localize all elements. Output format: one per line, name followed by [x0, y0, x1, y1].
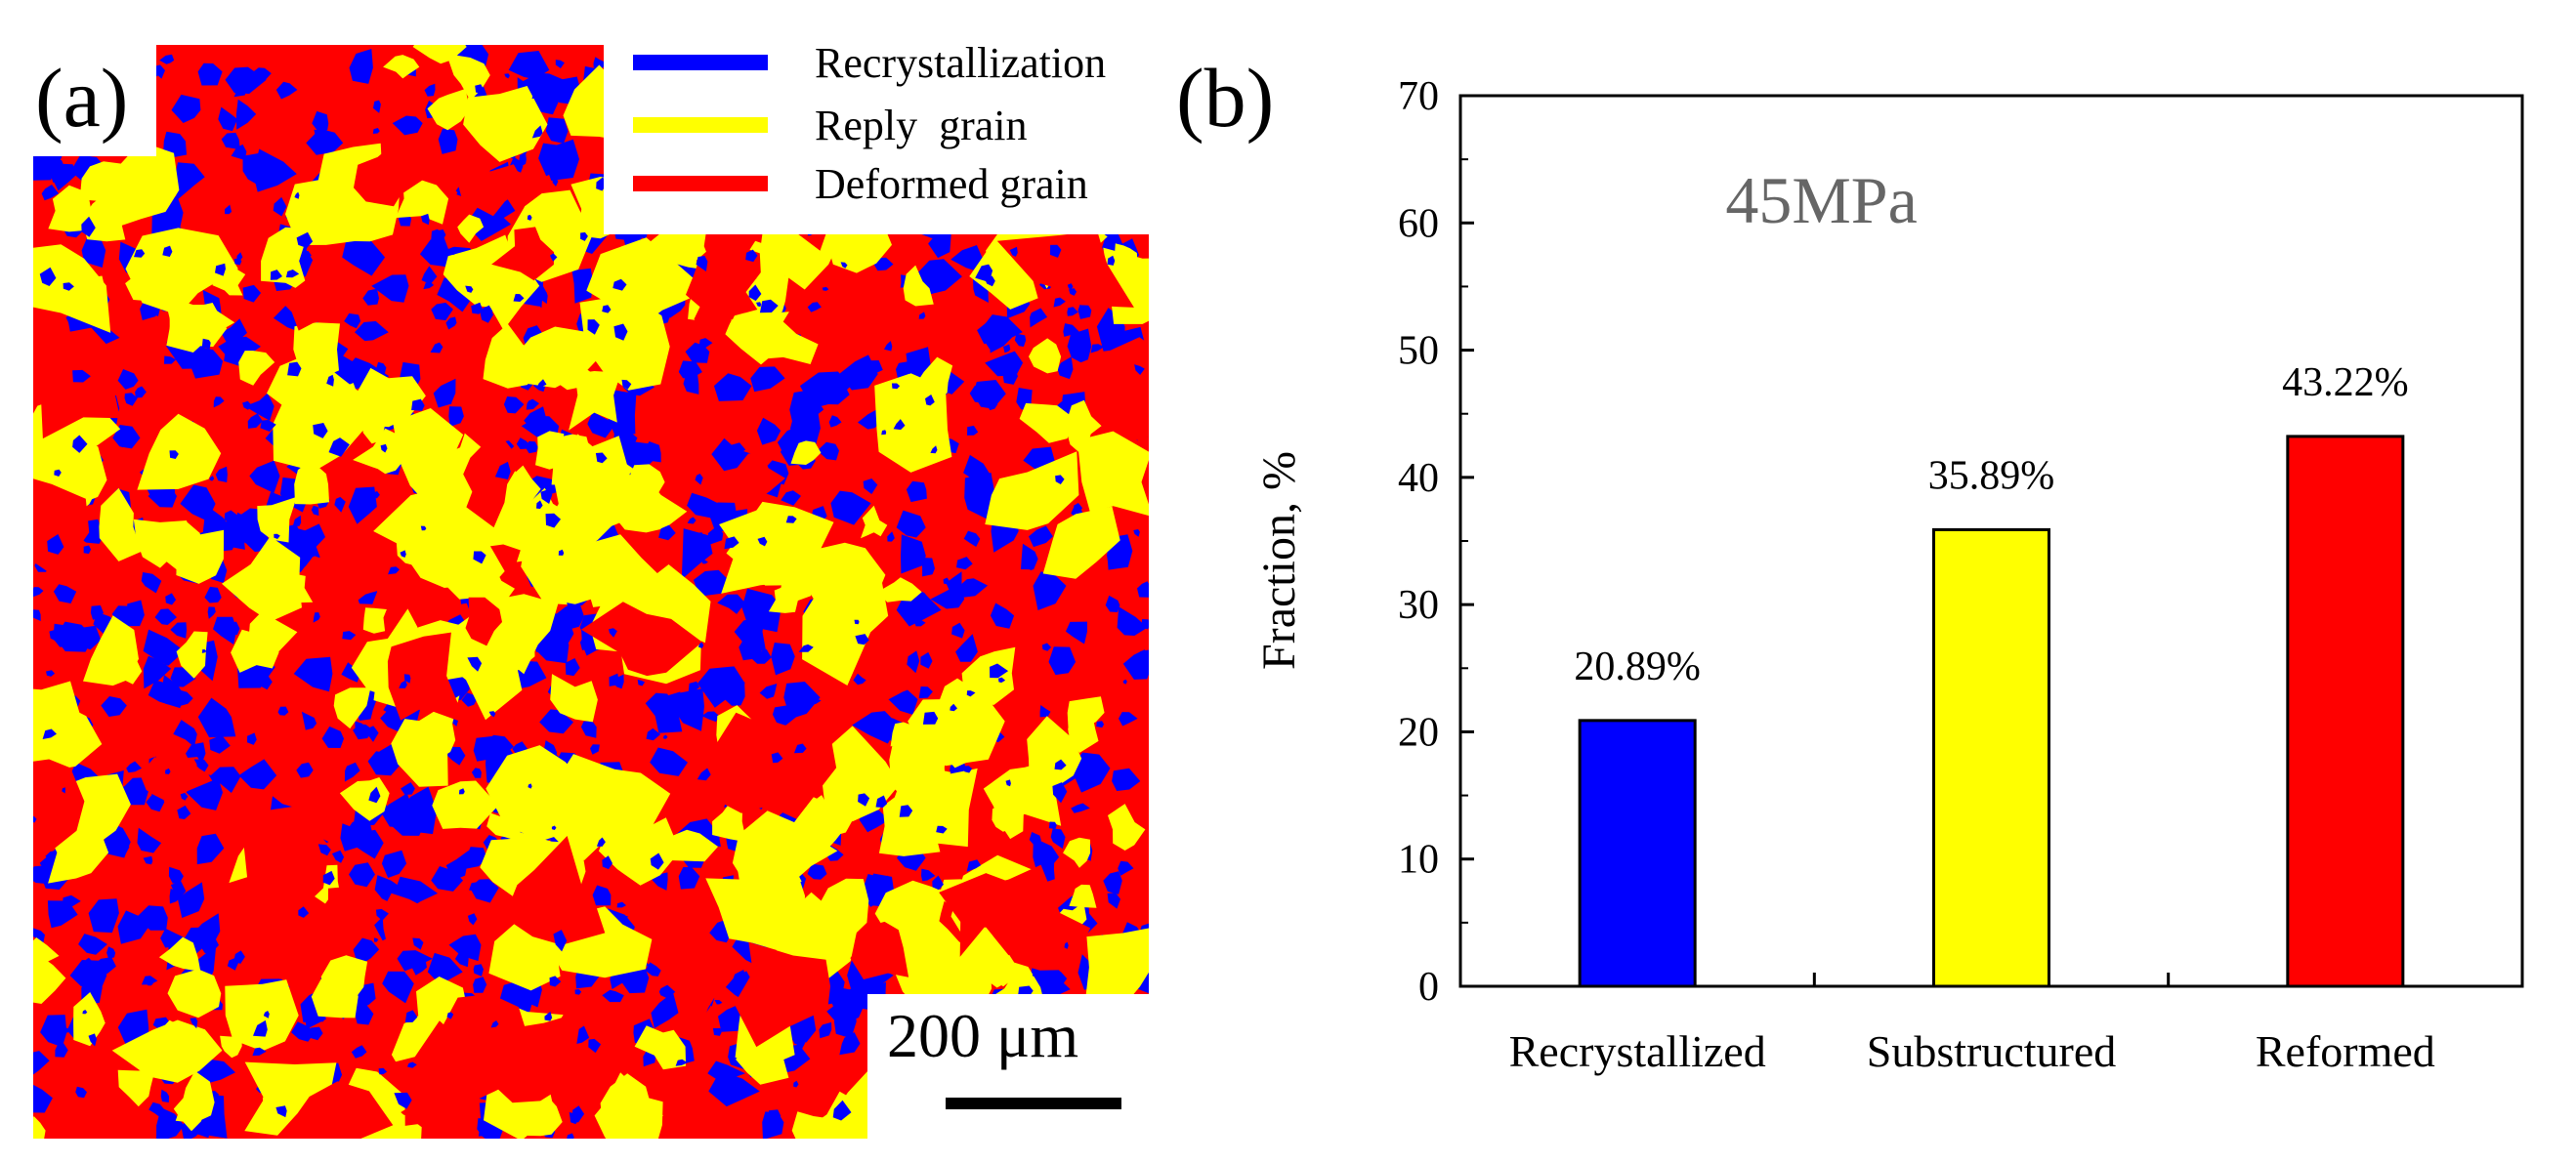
y-tick-label: 0 [1418, 965, 1439, 1010]
panel-b-label-text: (b) [1176, 51, 1275, 145]
y-tick-label: 50 [1398, 329, 1439, 374]
scale-bar-label: 200 μm [887, 1001, 1079, 1070]
panel-a-label-box: (a) [0, 0, 156, 156]
panel-a-label-text: (a) [35, 51, 129, 145]
legend-item-deformed-grain: Deformed grain [633, 156, 1088, 211]
bar-substructured [1932, 527, 2050, 988]
x-category-label: Substructured [1867, 1026, 2117, 1076]
legend-item-recrystallization: Recrystallization [633, 35, 1106, 90]
y-tick-label: 20 [1398, 710, 1439, 755]
legend: Recrystallization Reply grain Deformed g… [604, 0, 1161, 234]
legend-swatch-blue [633, 55, 768, 70]
panel-b-label: (b) [1176, 49, 1274, 146]
x-axis: Recrystallized Substructured Reformed [1509, 973, 2435, 1076]
y-axis-title: Fraction, % [1253, 451, 1305, 670]
legend-label: Recrystallization [815, 38, 1107, 87]
legend-label: Deformed grain [815, 159, 1088, 208]
scale-bar-line [946, 1098, 1121, 1109]
scale-bar: 200 μm [867, 994, 1151, 1139]
legend-swatch-yellow [633, 117, 768, 133]
bar-chart: 0 10 20 30 40 50 60 70 Recrystallized Substructu… [1253, 74, 2524, 1076]
y-tick-label: 70 [1398, 74, 1439, 119]
bar-data-label: 43.22% [2282, 360, 2409, 405]
bar-recrystallized [1578, 719, 1697, 988]
bars: 20.89% 35.89% 43.22% [1574, 360, 2409, 988]
x-category-label: Reformed [2256, 1026, 2435, 1076]
y-tick-label: 60 [1398, 201, 1439, 246]
legend-swatch-red [633, 176, 768, 191]
legend-item-reply-grain: Reply grain [633, 98, 1028, 152]
y-axis: 0 10 20 30 40 50 60 70 [1398, 74, 1474, 1010]
bar-data-label: 20.89% [1574, 644, 1701, 689]
pressure-annotation: 45MPa [1725, 163, 1917, 237]
y-tick-label: 30 [1398, 583, 1439, 628]
x-category-label: Recrystallized [1509, 1026, 1766, 1076]
bar-reformed [2286, 435, 2405, 988]
legend-label: Reply grain [815, 101, 1028, 149]
y-tick-label: 40 [1398, 456, 1439, 501]
bar-chart-panel: (b) 0 10 20 30 40 50 60 70 Recrystallized Substr… [1172, 0, 2576, 1164]
y-tick-label: 10 [1398, 838, 1439, 883]
microstructure-panel: (a) Recrystallization Reply grain Deform… [0, 0, 1172, 1164]
panel-a-label: (a) [35, 49, 128, 146]
bar-data-label: 35.89% [1928, 453, 2055, 498]
